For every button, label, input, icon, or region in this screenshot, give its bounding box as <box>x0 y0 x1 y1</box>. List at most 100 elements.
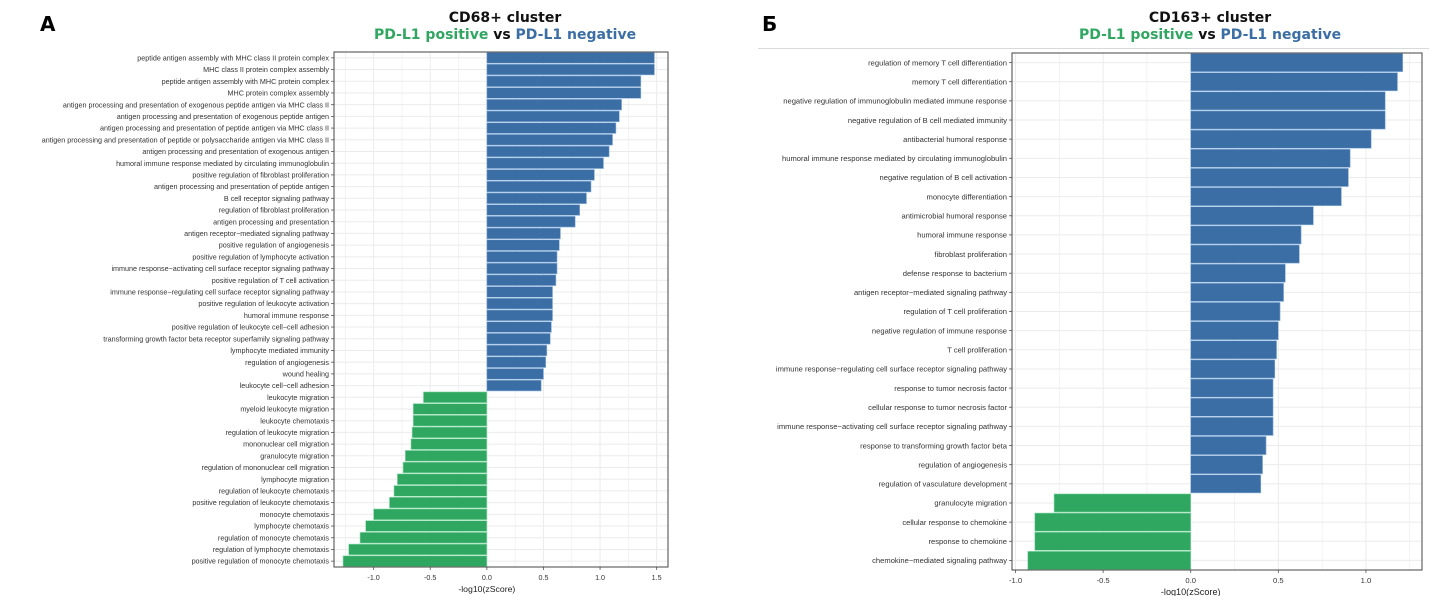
bar <box>486 262 558 275</box>
x-tick-label: -1.0 <box>367 573 379 582</box>
y-tick-label: response to chemokine <box>928 537 1007 546</box>
y-tick-label: antigen processing and presentation of p… <box>42 135 329 144</box>
bar <box>397 473 488 485</box>
panel-a-title: CD68+ cluster PD-L1 positive vs PD-L1 ne… <box>335 10 675 44</box>
bar <box>486 63 655 76</box>
y-tick-label: positive regulation of leukocyte activat… <box>198 299 329 308</box>
bar <box>486 356 547 368</box>
y-tick-label: positive regulation of angiogenesis <box>219 241 330 250</box>
y-tick-label: antigen processing and presentation of e… <box>63 100 329 109</box>
chart-title: CD68+ cluster <box>448 10 562 26</box>
y-tick-label: antimicrobial humoral response <box>901 211 1007 220</box>
y-tick-label: monocyte differentiation <box>927 192 1008 201</box>
bar <box>1190 397 1274 417</box>
y-tick-label: response to transforming growth factor b… <box>860 441 1008 450</box>
bar <box>393 485 488 497</box>
y-tick-label: negative regulation of B cell activation <box>880 173 1008 182</box>
x-tick-label: 1.0 <box>595 573 605 582</box>
bar <box>365 520 488 532</box>
bar <box>486 333 551 345</box>
bar <box>486 321 552 333</box>
y-tick-label: regulation of angiogenesis <box>245 358 329 367</box>
subtitle-negative: PD-L1 negative <box>515 27 637 43</box>
y-tick-label: positive regulation of T cell activation <box>212 276 329 285</box>
bar <box>1190 378 1274 398</box>
y-tick-label: peptide antigen assembly with MHC protei… <box>162 77 330 86</box>
x-tick-label: -0.5 <box>424 573 436 582</box>
bar <box>1190 206 1314 226</box>
x-tick-label: -0.5 <box>1097 576 1110 585</box>
y-tick-label: fibroblast proliferation <box>934 250 1007 259</box>
y-tick-label: antigen processing and presentation <box>213 217 329 226</box>
y-tick-label: humoral immune response <box>917 231 1007 240</box>
bar <box>486 204 580 216</box>
y-tick-label: immune response−activating cell surface … <box>777 422 1007 431</box>
plot-frame <box>1011 52 1423 571</box>
chart-title: CD163+ cluster <box>1148 10 1272 26</box>
bar <box>1190 91 1386 111</box>
y-axis-labels: peptide antigen assembly with MHC class … <box>42 53 334 566</box>
y-tick-label: T cell proliferation <box>947 346 1007 355</box>
y-axis-labels: regulation of memory T cell differentiat… <box>776 58 1012 565</box>
x-tick-label: 0.0 <box>1185 576 1196 585</box>
bar <box>486 122 617 134</box>
y-tick-label: lymphocyte chemotaxis <box>254 522 329 531</box>
bar <box>486 169 595 181</box>
bar <box>486 134 613 146</box>
y-tick-label: MHC class II protein complex assembly <box>203 65 329 74</box>
y-tick-label: positive regulation of leukocyte chemota… <box>192 498 329 507</box>
bar <box>1190 474 1262 494</box>
bar <box>486 227 561 240</box>
y-tick-label: defense response to bacterium <box>903 269 1007 278</box>
bar <box>486 309 553 322</box>
y-tick-label: MHC protein complex assembly <box>228 89 330 98</box>
y-tick-label: positive regulation of leukocyte cell−ce… <box>172 323 329 332</box>
bar <box>486 239 560 251</box>
panel-b-divider <box>758 48 1429 49</box>
x-tick-label: 0.5 <box>1273 576 1284 585</box>
subtitle-vs: vs <box>493 27 511 43</box>
y-tick-label: positive regulation of monocyte chemotax… <box>192 557 330 566</box>
bar <box>486 87 642 99</box>
bar <box>1190 225 1302 245</box>
bar <box>1190 340 1277 360</box>
x-tick-label: -1.0 <box>1009 576 1022 585</box>
bar <box>486 379 542 392</box>
bar <box>486 368 544 380</box>
y-tick-label: wound healing <box>282 369 329 378</box>
bar <box>1190 359 1276 379</box>
bar <box>486 251 558 263</box>
bar <box>1190 129 1372 149</box>
chart-subtitle: PD-L1 positive vs PD-L1 negative <box>1020 27 1400 44</box>
bar <box>486 344 548 357</box>
bar <box>486 110 620 123</box>
bar <box>1034 531 1192 551</box>
bar <box>1190 321 1279 341</box>
bar <box>486 192 587 204</box>
y-tick-label: regulation of T cell proliferation <box>903 307 1007 316</box>
bar <box>1190 168 1349 187</box>
y-tick-label: antigen processing and presentation of e… <box>117 112 329 121</box>
y-tick-label: negative regulation of immune response <box>872 326 1007 335</box>
bar <box>1190 417 1274 436</box>
bar <box>1027 551 1192 570</box>
y-tick-label: regulation of vasculature development <box>879 480 1008 489</box>
bar <box>486 157 604 169</box>
bar <box>486 75 642 87</box>
y-tick-label: leukocyte cell−cell adhesion <box>240 381 329 390</box>
bar <box>1190 282 1284 302</box>
subtitle-positive: PD-L1 positive <box>373 27 489 43</box>
bar <box>348 543 488 556</box>
y-tick-label: positive regulation of fibroblast prolif… <box>192 170 329 179</box>
x-tick-label: 0.0 <box>482 573 492 582</box>
bar <box>1190 455 1263 475</box>
bar <box>410 438 488 450</box>
y-tick-label: monocyte chemotaxis <box>259 510 329 519</box>
y-tick-label: leukocyte chemotaxis <box>260 416 329 425</box>
bar <box>1190 302 1281 321</box>
x-axis: -1.0 -0.5 0.0 0.5 1.0 -log10(zScore) <box>1009 570 1371 596</box>
bar <box>359 532 488 544</box>
x-tick-label: 1.0 <box>1361 576 1372 585</box>
